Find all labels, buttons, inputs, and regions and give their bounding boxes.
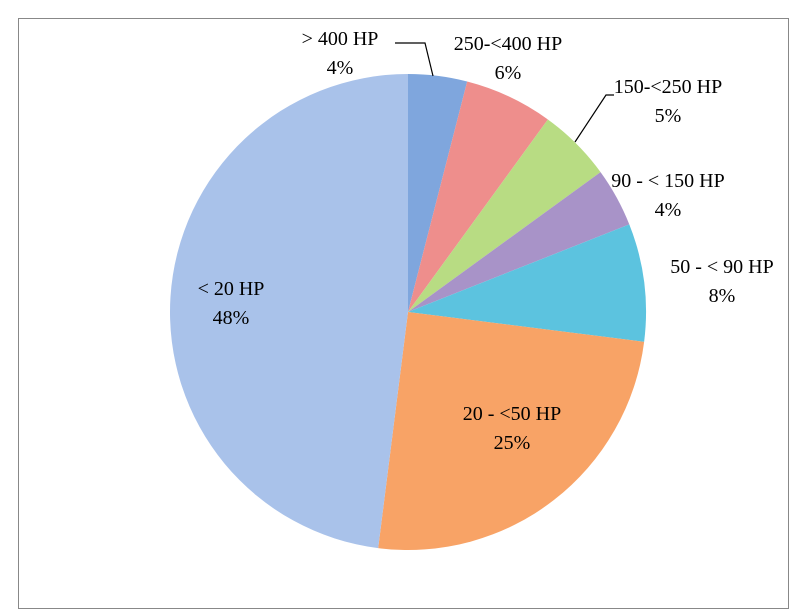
category-label: < 20 HP [197,278,265,300]
value-label: 25% [493,432,531,454]
slice-label: 90 - < 150 HP 4% [608,167,728,225]
category-label: 20 - <50 HP [462,403,562,425]
slice-label: 20 - <50 HP 25% [432,400,592,458]
category-label: 250-<400 HP [453,33,563,55]
slice-label: < 20 HP 48% [151,275,311,333]
pie-slice [408,119,601,313]
leader-line [395,42,434,77]
category-label: 90 - < 150 HP [611,170,725,192]
pie-slice [408,172,630,312]
pie-slice [408,224,646,342]
slice-label: 150-<250 HP 5% [613,73,723,131]
value-label: 48% [212,307,250,329]
category-label: 150-<250 HP [613,76,723,98]
value-label: 4% [326,57,354,79]
leader-line [574,94,614,143]
value-label: 4% [654,199,682,221]
slices [169,74,646,550]
value-label: 8% [708,285,736,307]
category-label: > 400 HP [301,28,379,50]
pie-slice [169,74,408,549]
pie-slice [378,312,645,550]
slice-label: 250-<400 HP 6% [453,30,563,88]
pie-slice [408,81,548,313]
value-label: 6% [494,62,522,84]
slice-label: > 400 HP 4% [265,25,415,83]
slice-label: 50 - < 90 HP 8% [642,253,795,311]
category-label: 50 - < 90 HP [670,256,774,278]
pie-slice [408,74,468,312]
value-label: 5% [654,105,682,127]
